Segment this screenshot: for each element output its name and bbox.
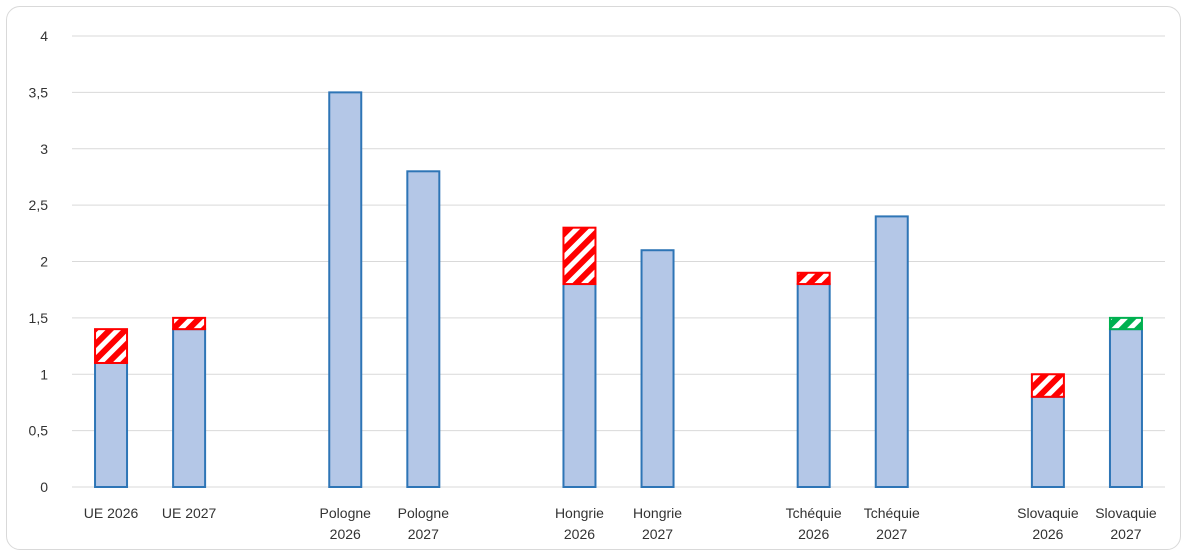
x-category-label: Hongrie (555, 505, 604, 521)
x-category-label: Tchéquie (864, 505, 920, 521)
bar-base (172, 328, 207, 488)
x-category-label-line2: 2027 (1110, 526, 1141, 542)
bar-hatched-segment (796, 271, 831, 286)
bar-base (406, 170, 441, 489)
bar-base (796, 283, 831, 488)
x-category-label-line2: 2027 (408, 526, 439, 542)
bar-base (94, 361, 129, 489)
x-category-label: Slovaquie (1095, 505, 1157, 521)
x-category-label: UE 2027 (162, 505, 217, 521)
y-tick-label: 1,5 (29, 310, 49, 326)
x-category-label-line2: 2027 (876, 526, 907, 542)
bar-base (640, 249, 675, 488)
bar-base (328, 91, 363, 488)
x-category-label-line2: 2027 (642, 526, 673, 542)
y-tick-label: 1 (40, 366, 48, 382)
bar-base (1030, 395, 1065, 488)
y-tick-label: 4 (40, 28, 48, 44)
x-category-label: Tchéquie (786, 505, 842, 521)
x-category-label: Slovaquie (1017, 505, 1079, 521)
x-category-label: UE 2026 (84, 505, 139, 521)
y-tick-label: 3 (40, 141, 48, 157)
y-tick-label: 2,5 (29, 197, 49, 213)
bars (94, 91, 1143, 489)
y-tick-label: 3,5 (29, 84, 49, 100)
x-category-label-line2: 2026 (330, 526, 361, 542)
bar-hatched-segment (562, 226, 597, 286)
bar-hatched-segment (94, 328, 129, 364)
y-tick-label: 2 (40, 254, 48, 270)
x-category-label-line2: 2026 (1032, 526, 1063, 542)
bar-base (874, 215, 909, 488)
x-category-label: Pologne (398, 505, 450, 521)
x-category-label-line2: 2026 (564, 526, 595, 542)
y-axis-tick-labels: 0 0,5 1 1,5 2 2,5 3 3,5 4 (29, 28, 49, 495)
y-tick-label: 0,5 (29, 423, 49, 439)
gridlines (72, 35, 1165, 488)
x-category-label: Hongrie (633, 505, 682, 521)
y-tick-label: 0 (40, 479, 48, 495)
x-axis-category-labels: UE 2026 UE 2027 Pologne 2026 Pologne 2027 Hong… (84, 505, 1157, 542)
bar-base (562, 283, 597, 488)
bar-hatched-segment (172, 316, 207, 331)
x-category-label: Pologne (320, 505, 372, 521)
bar-hatched-segment (1030, 373, 1065, 398)
bar-hatched-segment (1108, 316, 1143, 331)
x-category-label-line2: 2026 (798, 526, 829, 542)
bar-base (1108, 328, 1143, 488)
